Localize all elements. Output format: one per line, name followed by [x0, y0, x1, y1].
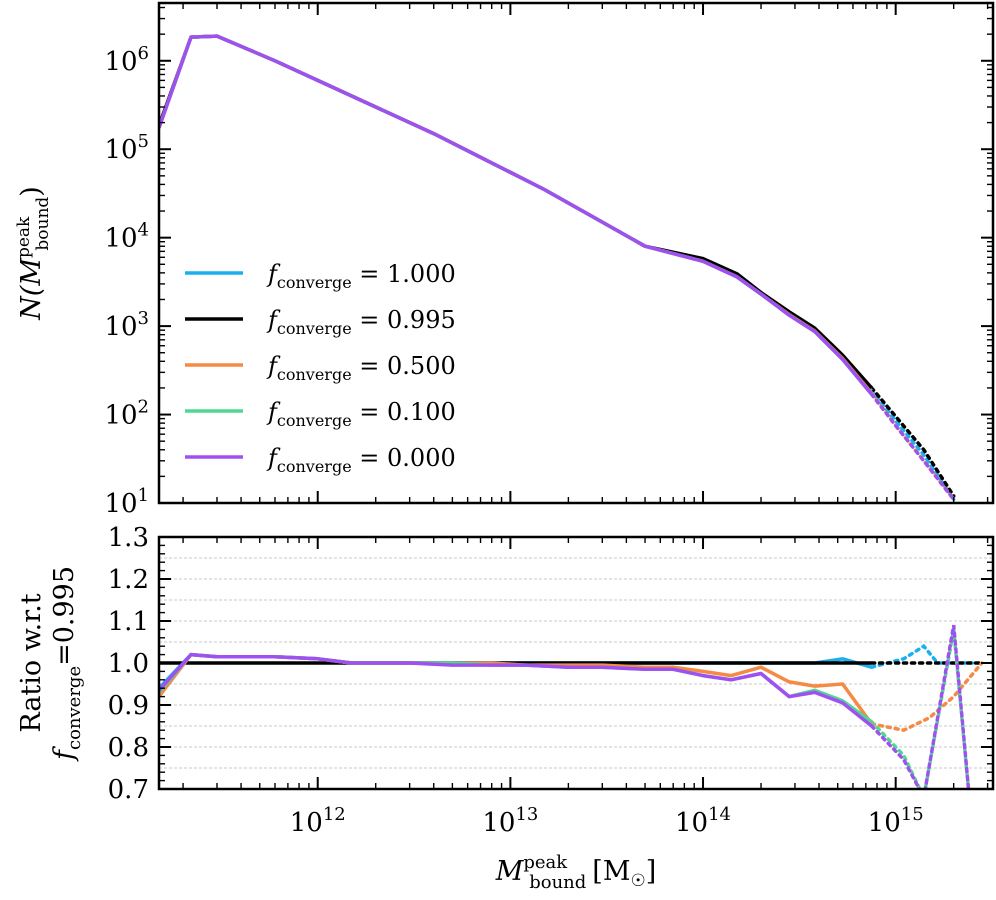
- bottom-ytick-label: 1.0: [108, 649, 149, 679]
- bottom-ytick-label: 0.9: [108, 691, 149, 721]
- bottom-line-0.000: [159, 652, 873, 728]
- top-line-0.000: [159, 34, 873, 396]
- top-line-0.500: [159, 34, 873, 395]
- bottom-ytick-label: 1.3: [108, 523, 149, 553]
- bottom-panel: 0.7 0.8 0.9 1.0 1.1 1.2 1.3 1012 1013 1014 1015: [108, 523, 995, 838]
- top-ytick-label: 104: [104, 220, 149, 254]
- bottom-plot-area: [159, 624, 984, 789]
- bottom-xtick-label: 1012: [290, 804, 346, 838]
- top-plot-area: [159, 34, 956, 502]
- top-dotted-0.995: [869, 386, 956, 498]
- x-axis-title: Mpeak bound [M☉]: [495, 852, 657, 893]
- top-ytick-label: 105: [104, 131, 149, 165]
- top-dotted-0.000: [869, 392, 956, 502]
- top-y-axis-title: N(Mpeakbound): [14, 186, 53, 321]
- legend-label-0.100: fconverge = 0.100: [266, 398, 456, 430]
- top-line-0.100: [159, 34, 873, 396]
- bottom-xtick-label: 1015: [868, 804, 924, 838]
- bottom-ytick-label: 1.1: [108, 607, 149, 637]
- bottom-ytick-label: 0.7: [108, 775, 149, 805]
- top-line-0.995: [159, 34, 873, 390]
- legend-label-1.000: fconverge = 1.000: [266, 260, 456, 292]
- bottom-y-axis-title-line1: Ratio w.r.t: [16, 593, 47, 732]
- bottom-dotted-0.500: [869, 661, 984, 733]
- bottom-dotted-0.000: [869, 624, 971, 789]
- bottom-line-1.000: [159, 652, 873, 690]
- bottom-xtick-label: 1014: [675, 804, 731, 838]
- legend-label-0.995: fconverge = 0.995: [266, 306, 456, 338]
- top-ytick-label: 106: [104, 43, 149, 77]
- bottom-y-axis-title-line2: fconverge=0.995: [49, 566, 85, 762]
- legend-label-0.000: fconverge = 0.000: [266, 444, 456, 476]
- bottom-xtick-label: 1013: [482, 804, 538, 838]
- top-ytick-label: 102: [104, 397, 149, 431]
- top-dotted-1.000: [869, 389, 956, 502]
- top-ytick-label: 103: [104, 308, 149, 342]
- legend-label-0.500: fconverge = 0.500: [266, 352, 456, 384]
- top-ytick-label: 101: [104, 485, 149, 519]
- top-panel: 101 102 103 104 105 106 fconverge = 1.000 fconv…: [104, 1, 995, 519]
- bottom-ytick-label: 1.2: [108, 565, 149, 595]
- top-frame: [157, 1, 995, 505]
- top-line-1.000: [159, 34, 873, 393]
- bottom-ytick-label: 0.8: [108, 733, 149, 763]
